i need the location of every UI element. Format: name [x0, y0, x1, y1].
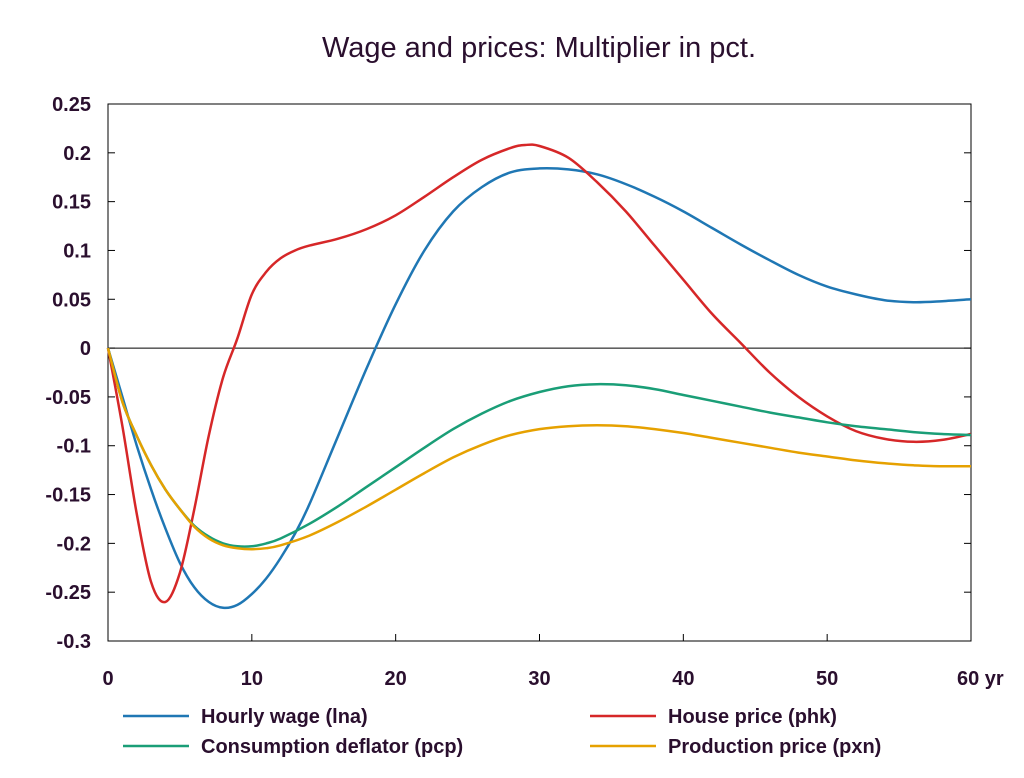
series-line-3: [106, 347, 972, 551]
x-tick-label: 20: [385, 668, 407, 690]
axes: 0.25 0.2 0.15 0.1 0.05 0 -0.05 -0.1 -0.15 -0.2 -0.…: [45, 94, 1004, 690]
y-tick-label: 0.15: [52, 192, 91, 214]
y-tick-label: -0.1: [57, 436, 91, 458]
y-tick-label: -0.15: [45, 485, 91, 507]
y-tick-label: 0.05: [52, 289, 91, 311]
legend-label-1: House price (phk): [668, 706, 837, 728]
x-tick-label: 10: [241, 668, 263, 690]
x-tick-label: 40: [672, 668, 694, 690]
y-tick-label: 0.25: [52, 94, 91, 116]
series-line-2: [106, 347, 972, 548]
y-tick-label: -0.25: [45, 582, 91, 604]
plot-frame: [107, 103, 972, 642]
y-tick-label: -0.05: [45, 387, 91, 409]
series-line-1: [106, 143, 972, 604]
legend-label-3: Production price (pxn): [668, 736, 881, 758]
legend-label-0: Hourly wage (lna): [201, 706, 368, 728]
y-tick-label: 0: [80, 338, 91, 360]
y-tick-label: -0.3: [57, 631, 91, 653]
y-tick-label: -0.2: [57, 533, 91, 555]
legend-label-2: Consumption deflator (pcp): [201, 736, 463, 758]
x-tick-label: 50: [816, 668, 838, 690]
y-tick-label: 0.2: [63, 143, 91, 165]
x-tick-label: 60 yr: [957, 668, 1004, 690]
legend: Hourly wage (lna) House price (phk) Consum…: [123, 706, 881, 758]
series-layer: [106, 143, 972, 610]
y-tick-label: 0.1: [63, 240, 91, 262]
series-line-0: [106, 166, 972, 610]
x-tick-label: 0: [102, 668, 113, 690]
x-tick-label: 30: [528, 668, 550, 690]
chart-title: Wage and prices: Multiplier in pct.: [321, 32, 757, 64]
